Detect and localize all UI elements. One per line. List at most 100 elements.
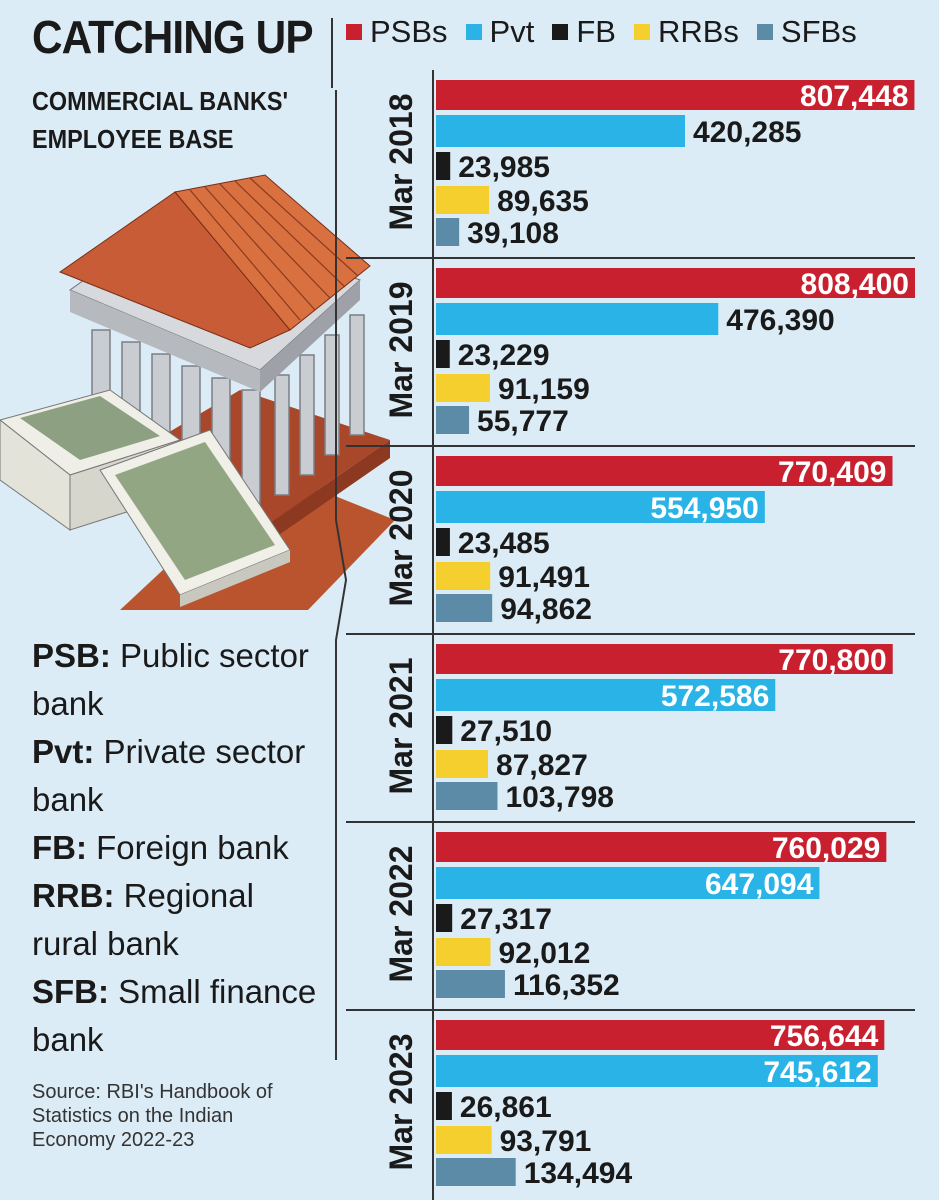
data-label: 23,485 bbox=[458, 527, 550, 560]
bar-psbs bbox=[436, 268, 915, 298]
legend-label: PSBs bbox=[370, 14, 448, 49]
definition-item: SFB: Small finance bank bbox=[32, 968, 322, 1064]
bar-rrbs bbox=[436, 562, 491, 590]
data-label: 89,635 bbox=[497, 185, 589, 218]
bar-rrbs bbox=[436, 1126, 492, 1154]
data-label: 647,094 bbox=[705, 868, 814, 901]
bar-sfbs bbox=[436, 594, 493, 622]
bar-sfbs bbox=[436, 406, 470, 434]
bar-rrbs bbox=[436, 938, 491, 966]
data-label: 808,400 bbox=[801, 268, 909, 301]
bar-pvt bbox=[436, 115, 686, 147]
data-label: 420,285 bbox=[693, 116, 801, 149]
definition-term: RRB: bbox=[32, 877, 115, 914]
data-label: 26,861 bbox=[460, 1091, 552, 1124]
data-label: 27,317 bbox=[460, 903, 552, 936]
data-label: 807,448 bbox=[800, 80, 908, 113]
data-label: 23,985 bbox=[458, 151, 550, 184]
data-label: 23,229 bbox=[458, 339, 550, 372]
legend-swatch bbox=[552, 24, 569, 40]
bar-sfbs bbox=[436, 1158, 516, 1186]
bracket-line bbox=[335, 90, 348, 1060]
data-label: 103,798 bbox=[506, 781, 614, 814]
bar-sfbs bbox=[436, 782, 498, 810]
legend-item-sfbs: SFBs bbox=[756, 14, 857, 50]
data-label: 756,644 bbox=[770, 1020, 879, 1053]
definitions: PSB: Public sector bank Pvt: Private sect… bbox=[32, 632, 322, 1064]
category-label: Mar 2021 bbox=[383, 658, 419, 795]
legend-swatch bbox=[346, 24, 362, 40]
bar-rrbs bbox=[436, 374, 491, 402]
bar-rrbs bbox=[436, 186, 490, 214]
bar-pvt bbox=[436, 303, 719, 335]
bar-fb bbox=[436, 716, 453, 744]
data-label: 134,494 bbox=[524, 1157, 633, 1190]
bar-fb bbox=[436, 904, 453, 932]
bar-fb bbox=[436, 1092, 452, 1120]
data-label: 39,108 bbox=[467, 217, 559, 250]
chart-subtitle: COMMERCIAL BANKS' EMPLOYEE BASE bbox=[32, 86, 289, 154]
data-label: 116,352 bbox=[513, 969, 620, 1002]
category-label: Mar 2022 bbox=[383, 846, 419, 983]
data-label: 476,390 bbox=[726, 304, 834, 337]
data-label: 93,791 bbox=[500, 1125, 592, 1158]
definition-term: FB: bbox=[32, 829, 87, 866]
bar-pvt bbox=[436, 679, 776, 711]
data-label: 92,012 bbox=[499, 937, 591, 970]
bar-psbs bbox=[436, 644, 893, 674]
definition-term: Pvt: bbox=[32, 733, 95, 770]
title-divider bbox=[331, 18, 333, 88]
definition-term: SFB: bbox=[32, 973, 109, 1010]
definition-text: Regional rural bank bbox=[32, 877, 254, 962]
bar-fb bbox=[436, 152, 451, 180]
bar-fb bbox=[436, 340, 450, 368]
definition-text: Public sector bank bbox=[32, 637, 309, 722]
legend-item-rrbs: RRBs bbox=[633, 14, 739, 50]
legend-label: Pvt bbox=[489, 14, 535, 49]
bar-sfbs bbox=[436, 218, 460, 246]
bar-pvt bbox=[436, 1055, 878, 1087]
chart-title: CATCHING UP bbox=[32, 11, 314, 63]
definition-term: PSB: bbox=[32, 637, 111, 674]
data-label: 554,950 bbox=[650, 492, 758, 525]
definition-text: Private sector bank bbox=[32, 733, 306, 818]
data-label: 55,777 bbox=[477, 405, 569, 438]
data-label: 770,800 bbox=[778, 644, 886, 677]
data-label: 770,409 bbox=[778, 456, 886, 489]
data-label: 572,586 bbox=[661, 680, 769, 713]
definition-text: Small finance bank bbox=[32, 973, 317, 1058]
data-label: 94,862 bbox=[500, 593, 592, 626]
legend-label: RRBs bbox=[657, 14, 739, 49]
data-label: 91,491 bbox=[498, 561, 590, 594]
category-label: Mar 2019 bbox=[383, 282, 419, 419]
definition-item: FB: Foreign bank bbox=[32, 824, 322, 872]
bar-sfbs bbox=[436, 970, 505, 998]
bar-pvt bbox=[436, 867, 820, 899]
category-label: Mar 2018 bbox=[383, 94, 419, 231]
bar-psbs bbox=[436, 456, 893, 486]
data-label: 27,510 bbox=[460, 715, 552, 748]
bank-illustration-icon bbox=[0, 174, 395, 610]
data-label: 87,827 bbox=[496, 749, 588, 782]
bar-psbs bbox=[436, 80, 915, 110]
legend-swatch bbox=[756, 24, 773, 40]
bar-rrbs bbox=[436, 750, 489, 778]
legend-item-pvt: Pvt bbox=[465, 14, 535, 50]
definition-item: Pvt: Private sector bank bbox=[32, 728, 322, 824]
definition-item: PSB: Public sector bank bbox=[32, 632, 322, 728]
legend-item-psbs: PSBs bbox=[346, 14, 448, 50]
definition-item: RRB: Regional rural bank bbox=[32, 872, 322, 968]
bar-psbs bbox=[436, 1020, 885, 1050]
category-label: Mar 2020 bbox=[383, 470, 419, 607]
definition-text: Foreign bank bbox=[86, 829, 289, 866]
bar-psbs bbox=[436, 832, 887, 862]
legend: PSBs Pvt FB RRBs SFBs bbox=[346, 14, 857, 50]
source-note: Source: RBI's Handbook of Statistics on … bbox=[32, 1081, 273, 1151]
data-label: 745,612 bbox=[763, 1056, 871, 1089]
legend-swatch bbox=[633, 24, 650, 40]
legend-swatch bbox=[465, 24, 482, 40]
bar-pvt bbox=[436, 491, 765, 523]
bar-fb bbox=[436, 528, 450, 556]
legend-item-fb: FB bbox=[552, 14, 616, 50]
